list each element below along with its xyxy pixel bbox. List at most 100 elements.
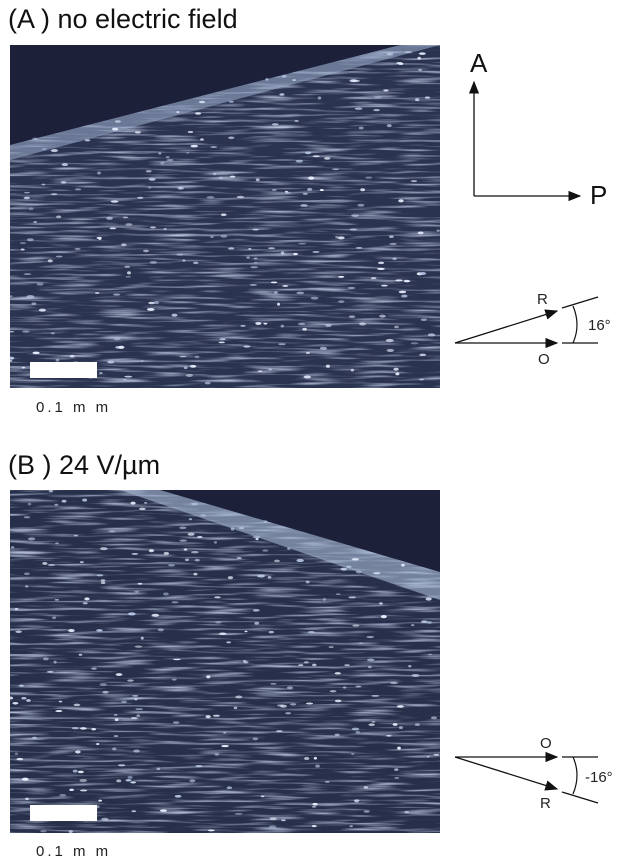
speckle: [166, 159, 173, 161]
speckle: [268, 576, 272, 579]
speckle: [214, 541, 217, 544]
speckle: [364, 810, 370, 813]
speckle: [70, 355, 75, 358]
speckle: [254, 262, 258, 264]
speckle: [250, 266, 257, 268]
speckle: [113, 293, 120, 295]
speckle: [352, 624, 359, 626]
speckle: [22, 330, 29, 332]
speckle: [285, 712, 291, 714]
speckle: [338, 236, 345, 239]
speckle: [329, 646, 334, 648]
speckle: [166, 156, 170, 158]
speckle: [80, 727, 87, 730]
speckle: [28, 503, 32, 506]
speckle: [304, 757, 309, 760]
speckle: [172, 314, 178, 317]
speckle: [164, 228, 167, 230]
speckle: [338, 300, 344, 303]
speckle: [393, 368, 398, 371]
speckle: [24, 273, 32, 275]
speckle: [206, 675, 210, 678]
speckle: [426, 597, 432, 600]
speckle: [147, 308, 155, 311]
speckle: [171, 601, 178, 603]
speckle: [190, 365, 196, 368]
speckle: [282, 285, 288, 287]
speckle: [243, 661, 248, 663]
speckle: [42, 148, 47, 150]
speckle: [373, 572, 380, 574]
speckle: [221, 213, 227, 216]
speckle: [371, 695, 379, 697]
speckle: [59, 794, 66, 797]
speckle: [118, 764, 125, 766]
speckle: [263, 520, 267, 523]
speckle: [364, 786, 368, 788]
speckle: [290, 703, 296, 705]
speckle: [219, 177, 223, 179]
speckle: [349, 825, 352, 827]
scale-bar: [30, 362, 97, 378]
speckle: [420, 272, 427, 275]
speckle: [389, 235, 394, 238]
speckle: [356, 731, 360, 734]
speckle: [276, 730, 283, 732]
speckle: [265, 78, 268, 81]
speckle: [393, 723, 398, 726]
speckle: [96, 743, 99, 745]
speckle: [195, 765, 202, 767]
speckle: [312, 664, 316, 667]
speckle: [262, 549, 268, 551]
speckle: [7, 331, 14, 333]
speckle: [235, 813, 243, 815]
speckle: [101, 818, 108, 821]
speckle: [151, 614, 159, 617]
speckle: [15, 631, 21, 633]
speckle: [304, 661, 309, 663]
speckle: [109, 227, 116, 229]
speckle: [32, 352, 39, 354]
r-label: R: [537, 291, 548, 308]
speckle: [386, 735, 391, 737]
speckle: [298, 664, 303, 666]
speckle: [239, 527, 245, 529]
speckle: [106, 217, 113, 220]
speckle: [227, 786, 233, 789]
speckle: [79, 654, 83, 656]
speckle: [149, 178, 156, 181]
speckle: [272, 123, 279, 125]
speckle: [69, 830, 73, 833]
speckle: [296, 559, 304, 562]
speckle: [365, 176, 373, 178]
speckle: [244, 631, 247, 633]
speckle: [399, 291, 406, 294]
speckle: [411, 180, 418, 182]
speckle: [311, 297, 319, 300]
speckle: [168, 564, 175, 567]
speckle: [394, 768, 398, 771]
speckle: [39, 309, 46, 312]
speckle: [133, 749, 140, 752]
speckle: [144, 502, 147, 504]
speckle: [315, 764, 320, 767]
speckle: [221, 745, 229, 747]
speckle: [83, 602, 88, 604]
speckle: [372, 721, 376, 723]
speckle: [62, 163, 68, 166]
scale-bar: [30, 805, 97, 821]
speckle: [127, 271, 131, 274]
speckle: [78, 771, 84, 774]
speckle: [210, 236, 214, 238]
speckle: [294, 120, 298, 122]
speckle: [132, 810, 136, 812]
o-label: O: [538, 351, 550, 368]
speckle: [307, 188, 312, 191]
speckle: [324, 157, 330, 160]
speckle: [335, 734, 340, 736]
r-label: R: [540, 795, 551, 812]
speckle: [184, 548, 188, 550]
speckle: [356, 247, 363, 249]
speckle: [21, 249, 25, 251]
speckle: [278, 343, 286, 345]
